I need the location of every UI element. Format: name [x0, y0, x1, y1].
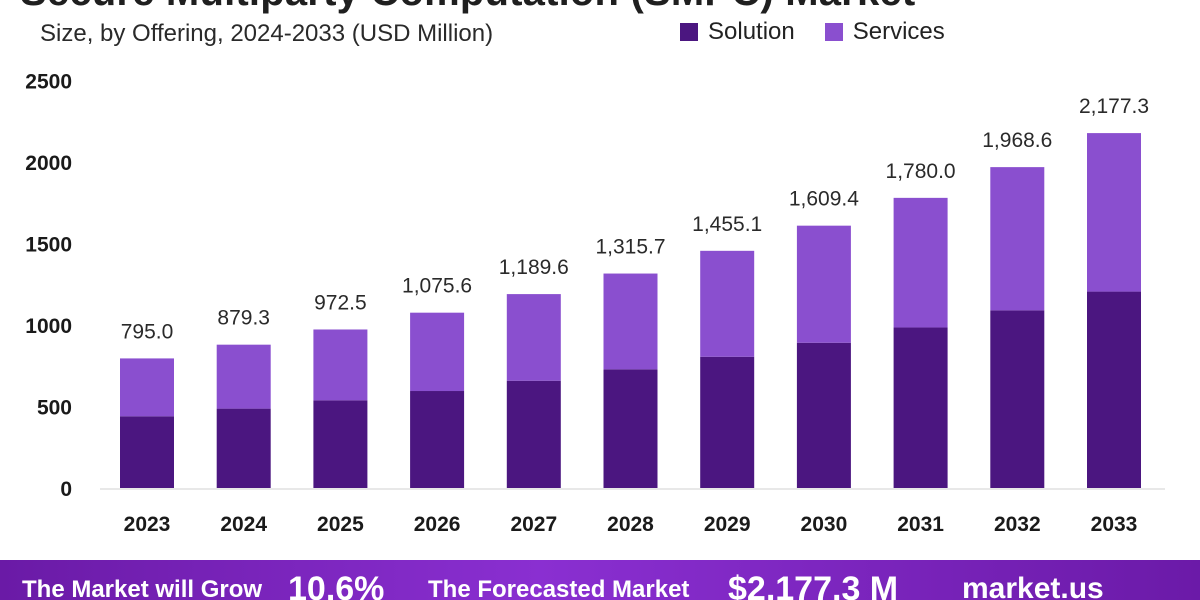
footer-banner: The Market will Grow 10.6% The Forecaste…	[0, 560, 1200, 600]
x-tick-label: 2023	[124, 513, 171, 536]
data-label-total: 1,609.4	[789, 188, 859, 211]
bar-solution	[990, 310, 1045, 488]
footer-forecast-text: The Forecasted Market	[428, 576, 690, 600]
data-label-total: 879.3	[217, 307, 270, 330]
legend-swatch-services	[824, 23, 843, 41]
bar-solution	[603, 369, 658, 488]
x-tick-label: 2027	[510, 513, 557, 536]
x-tick-label: 2030	[801, 513, 848, 536]
bar-solution	[700, 356, 755, 488]
x-tick-label: 2029	[704, 513, 751, 536]
legend: Solution Services	[680, 18, 945, 46]
x-tick-label: 2028	[607, 513, 654, 536]
chart-title: Secure Multiparty Computation (SMPC) Mar…	[20, 0, 915, 15]
bar-services	[990, 167, 1045, 311]
data-label-total: 1,075.6	[402, 275, 472, 298]
bar-services	[313, 329, 368, 401]
data-label-total: 1,780.0	[886, 160, 956, 183]
y-tick-label: 2500	[25, 71, 72, 94]
y-tick-label: 1000	[25, 315, 72, 338]
y-tick-label: 2000	[25, 152, 72, 175]
data-label-total: 1,189.6	[499, 256, 569, 279]
y-tick-label: 500	[37, 397, 72, 420]
bar-services	[506, 294, 561, 381]
data-label-total: 1,968.6	[982, 129, 1052, 152]
legend-label-solution: Solution	[708, 18, 795, 45]
stacked-bar-chart: 0 500 1000 1500 2000 2500 795.0 2023 879.3 2024 97…	[25, 71, 1165, 536]
footer-forecast-value: $2,177.3 M	[728, 570, 899, 600]
bar-services	[120, 358, 174, 417]
bar-services	[700, 250, 755, 357]
y-tick-label: 1500	[25, 234, 72, 257]
data-label-total: 795.0	[121, 320, 174, 343]
footer-brand-logo: market.us	[962, 572, 1104, 600]
x-tick-label: 2026	[414, 513, 461, 536]
bar-solution	[410, 391, 465, 488]
x-tick-label: 2031	[897, 513, 944, 536]
data-label-total: 2,177.3	[1079, 95, 1149, 118]
bar-solution	[313, 400, 368, 488]
bar-services	[410, 312, 465, 392]
bar-services	[216, 344, 271, 409]
bar-solution	[1087, 291, 1141, 488]
bar-solution	[893, 327, 948, 488]
legend-item-solution: Solution	[680, 18, 795, 46]
bar-services	[1087, 133, 1141, 292]
footer-cagr: 10.6%	[288, 570, 385, 600]
legend-swatch-solution	[680, 23, 698, 41]
bar-solution	[120, 416, 174, 488]
bar-solution	[506, 380, 561, 488]
data-label-total: 1,315.7	[595, 236, 665, 259]
x-tick-label: 2032	[994, 513, 1041, 536]
legend-item-services: Services	[824, 18, 945, 46]
legend-label-services: Services	[852, 18, 945, 45]
x-tick-label: 2024	[220, 513, 267, 536]
chart-subtitle: Size, by Offering, 2024-2033 (USD Millio…	[40, 20, 494, 47]
x-tick-label: 2033	[1091, 513, 1138, 536]
bar-services	[603, 273, 658, 370]
data-label-total: 1,455.1	[692, 213, 762, 236]
bar-services	[796, 225, 851, 343]
footer-grow-text: The Market will Grow	[22, 576, 263, 600]
x-tick-label: 2025	[317, 513, 364, 536]
y-tick-label: 0	[60, 478, 72, 501]
bar-services	[893, 197, 948, 328]
data-label-total: 972.5	[314, 291, 367, 314]
bar-solution	[216, 408, 271, 488]
bar-solution	[796, 342, 851, 488]
